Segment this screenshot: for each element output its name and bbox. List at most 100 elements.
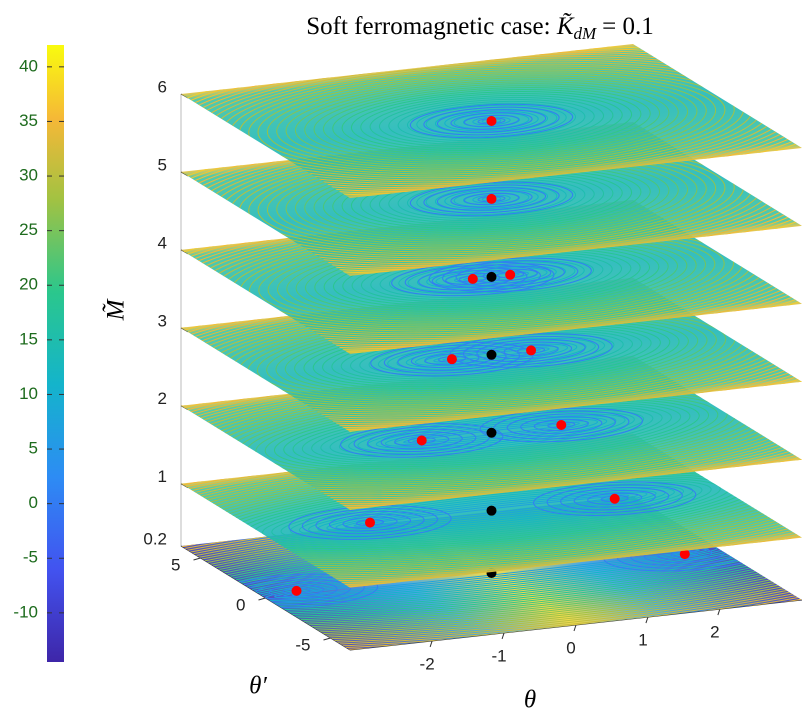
contour-line (528, 417, 595, 432)
minimum-point (446, 354, 457, 365)
contour-line (319, 511, 420, 534)
colorbar-tick-label: 10 (19, 384, 38, 403)
y-tick (258, 597, 266, 601)
contour-line (328, 404, 654, 462)
contour-line (223, 59, 760, 182)
saddle-point (486, 427, 497, 438)
contour-line (368, 340, 536, 378)
x-tick (501, 632, 505, 640)
colorbar-tick-label: 15 (19, 329, 38, 348)
y-tick-label: -5 (295, 635, 310, 654)
contour-line (269, 500, 471, 546)
contour-line (468, 194, 515, 205)
contour-line (305, 78, 679, 164)
contour-line (316, 81, 666, 162)
colorbar-tick-label: 20 (19, 275, 38, 294)
contour-line (464, 335, 599, 366)
contour-line (340, 406, 643, 459)
minimum-point (526, 345, 537, 356)
y-axis-label: θ′ (249, 673, 267, 700)
x-tick (717, 608, 721, 616)
x-tick (573, 624, 577, 632)
contour-line (349, 492, 635, 529)
x-tick-label: 2 (710, 623, 719, 642)
contour-line (387, 417, 597, 449)
contour-line (281, 73, 701, 170)
contour-line (211, 57, 772, 186)
contour-line (375, 94, 609, 148)
minimum-point (556, 420, 567, 431)
contour-line (382, 334, 601, 375)
contour-line (279, 476, 705, 545)
contour-line (351, 89, 631, 153)
minimum-point (365, 517, 376, 528)
x-tick-label: 0 (566, 638, 575, 657)
colorbar (47, 45, 64, 662)
contour-line (354, 425, 489, 456)
contour-line (352, 409, 632, 457)
y-tick-label: 0 (236, 595, 245, 614)
saddle-point (486, 505, 497, 516)
z-tick-label: 3 (158, 311, 167, 330)
contour-line (270, 70, 714, 172)
contour-line (286, 503, 454, 541)
contour-line (511, 414, 612, 437)
contour-line (564, 487, 665, 510)
contour-line (417, 342, 566, 367)
contour-line (398, 420, 584, 446)
contour-line (398, 177, 585, 220)
contour-line (314, 484, 670, 537)
contour-line (441, 187, 542, 210)
x-axis-label: θ (524, 687, 536, 714)
colorbar-tick-label: 35 (19, 111, 38, 130)
contour-line (433, 108, 550, 135)
contour-line (424, 106, 559, 137)
z-tick-label: 4 (158, 233, 167, 252)
contour-line (293, 75, 690, 166)
contour-line (477, 406, 645, 444)
contour-line (441, 110, 542, 133)
contour-line (458, 191, 525, 206)
contour-line (258, 67, 725, 174)
minimum-point (609, 493, 620, 504)
contour-line (439, 271, 506, 286)
contour-line (421, 183, 561, 215)
x-tick-label: -1 (491, 646, 506, 665)
y-tick (323, 637, 331, 641)
contour-line (340, 86, 644, 156)
minimum-point (486, 116, 497, 126)
contour-line (385, 344, 520, 375)
contour-line (398, 100, 585, 143)
contour-line (328, 83, 655, 158)
contour-line (363, 412, 619, 454)
contour-line (263, 583, 330, 598)
colorbar-tick-label: -10 (13, 602, 38, 621)
colorbar-tick-label: -5 (23, 548, 38, 567)
z-axis-label: M̃ (103, 298, 130, 321)
colorbar-tick-label: 0 (29, 493, 38, 512)
y-tick (193, 557, 201, 561)
contour-line (497, 343, 564, 358)
contour-line (477, 267, 544, 282)
contour-line (363, 91, 620, 150)
z-tick-label: 0.2 (143, 529, 167, 548)
minimum-point (679, 549, 690, 560)
x-tick (429, 640, 433, 648)
x-tick-label: 1 (638, 631, 647, 650)
contour-line (433, 186, 550, 213)
contour-line (386, 97, 596, 145)
minimum-point (291, 585, 302, 596)
minimum-point (505, 269, 516, 280)
y-tick-label: 5 (171, 555, 180, 574)
contour-line (530, 480, 698, 518)
contour-line (405, 340, 578, 370)
minimum-point (416, 435, 427, 446)
contour-line (458, 113, 525, 128)
contour-line (359, 329, 625, 381)
minimum-point (467, 273, 478, 284)
saddle-point (486, 271, 497, 282)
contour-line (303, 507, 438, 538)
contour-line (370, 332, 613, 378)
colorbar-tick-label: 40 (19, 56, 38, 75)
